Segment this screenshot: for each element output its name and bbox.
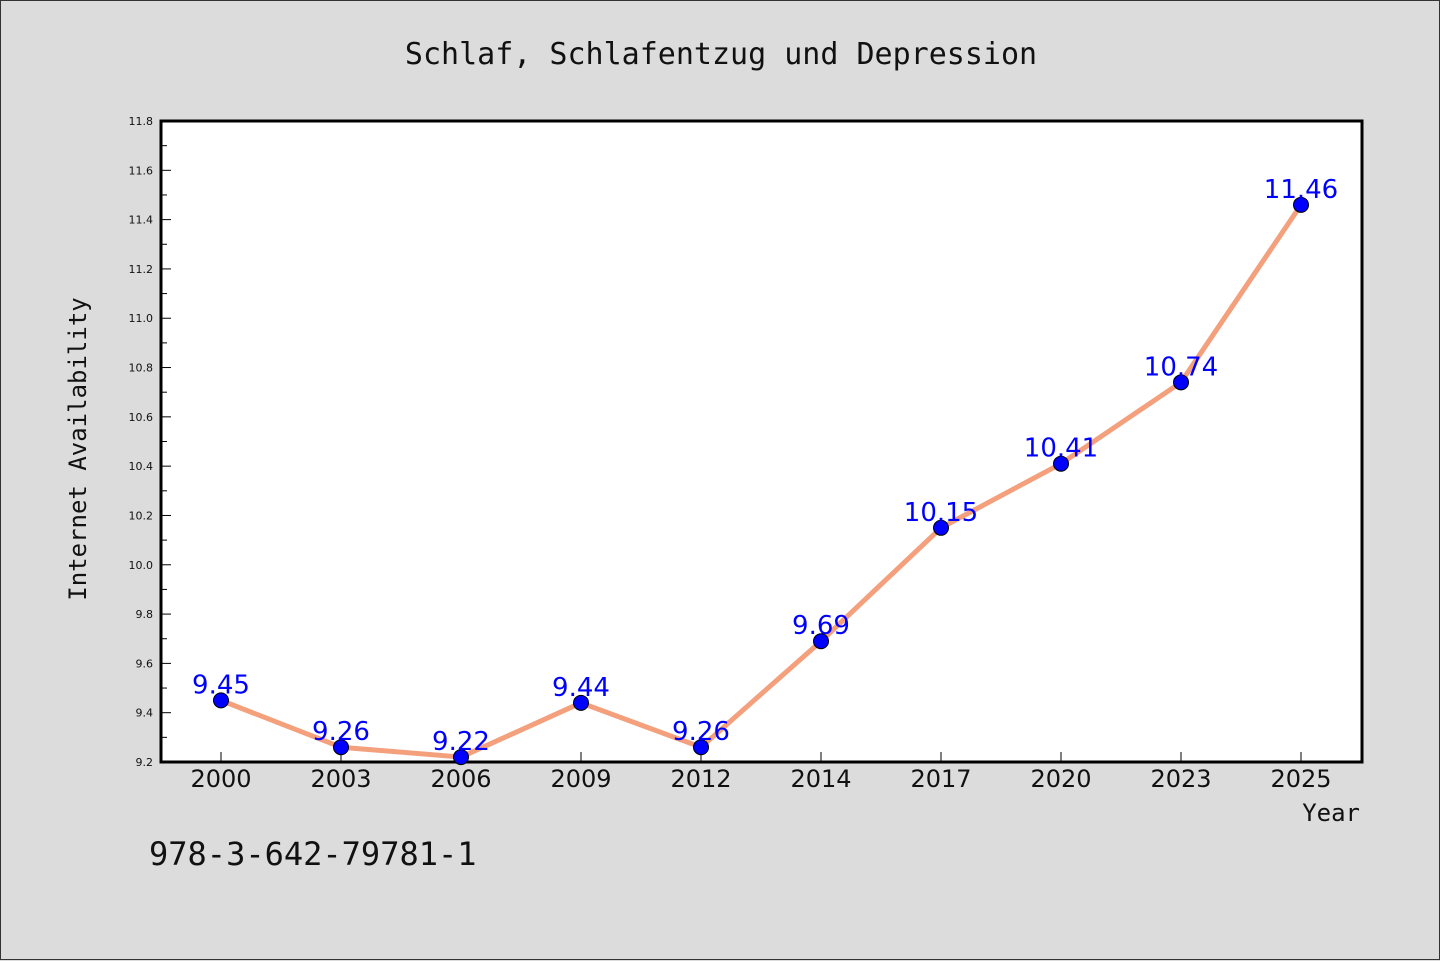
series-line-group: 9.45 9.26 9.22 9.44 9.26 9.69 10.15 10.41 10.74 1… (192, 175, 1338, 766)
x-tick-label: 2006 (430, 765, 491, 793)
data-point (933, 519, 949, 536)
data-point (693, 739, 709, 756)
data-point (1053, 455, 1069, 472)
data-point (1293, 196, 1309, 213)
data-label: 9.26 (312, 717, 370, 747)
data-label: 9.45 (192, 670, 250, 700)
y-tick-label: 9.8 (136, 608, 154, 621)
y-tick-label: 10.8 (129, 362, 154, 375)
y-tick-label: 10.0 (129, 559, 154, 572)
x-tick-label: 2020 (1030, 765, 1091, 793)
series-line (218, 202, 1304, 760)
data-label: 10.41 (1024, 434, 1098, 464)
y-tick-label: 11.8 (129, 115, 154, 128)
data-label: 10.74 (1144, 352, 1218, 382)
data-point (573, 694, 589, 711)
x-tick-label: 2014 (790, 765, 851, 793)
x-tick-label: 2017 (910, 765, 971, 793)
plot-area (159, 119, 1364, 764)
x-tick-label: 2000 (190, 765, 251, 793)
y-axis: 9.2 9.4 9.6 9.8 10.0 10.2 10.4 10.6 10.8 11.0 11.2… (129, 115, 171, 769)
x-tick-label: 2009 (550, 765, 611, 793)
y-tick-label: 10.2 (129, 509, 154, 522)
data-point (1173, 374, 1189, 391)
data-label: 9.69 (792, 611, 850, 641)
data-point (333, 739, 349, 756)
y-tick-label: 9.4 (136, 707, 154, 720)
y-tick-label: 11.0 (129, 312, 154, 325)
x-tick-label: 2025 (1270, 765, 1331, 793)
isbn-text: 978-3-642-79781-1 (149, 835, 477, 873)
data-label: 11.46 (1264, 175, 1338, 205)
data-label: 9.44 (552, 673, 610, 703)
data-point (813, 633, 829, 650)
y-tick-label: 10.4 (129, 460, 154, 473)
y-tick-label: 11.2 (129, 263, 154, 276)
data-point (213, 692, 229, 709)
y-axis-title: Internet Availability (64, 297, 92, 600)
x-tick-label: 2023 (1150, 765, 1211, 793)
y-tick-label: 9.2 (136, 756, 154, 769)
x-axis-title: Year (1302, 799, 1360, 827)
chart-title: Schlaf, Schlafentzug und Depression (405, 37, 1037, 72)
x-tick-label: 2012 (670, 765, 731, 793)
x-axis: 2000 2003 2006 2009 2012 2014 2017 2020 2023 2025 (190, 752, 1332, 793)
data-point (453, 749, 469, 766)
y-tick-label: 11.4 (129, 214, 154, 227)
y-tick-label: 10.6 (129, 411, 154, 424)
y-tick-label: 11.6 (129, 164, 154, 177)
data-label: 9.22 (432, 727, 490, 757)
data-label: 10.15 (904, 498, 978, 528)
x-tick-label: 2003 (310, 765, 371, 793)
data-label: 9.26 (672, 717, 730, 747)
y-tick-label: 9.6 (136, 657, 154, 670)
